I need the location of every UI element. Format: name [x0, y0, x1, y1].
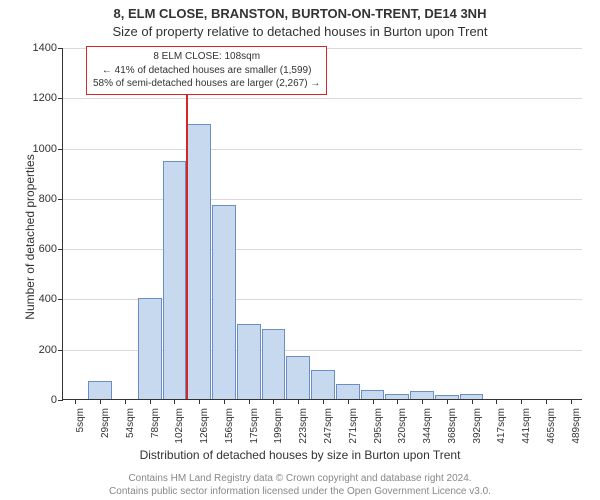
histogram-bar	[286, 356, 310, 399]
x-axis-title: Distribution of detached houses by size …	[0, 448, 600, 462]
y-tick-label: 0	[23, 394, 63, 406]
y-tick-label: 600	[23, 243, 63, 255]
property-marker-line	[186, 48, 188, 399]
footer-attribution: Contains HM Land Registry data © Crown c…	[0, 473, 600, 498]
x-tick-mark	[373, 399, 374, 404]
x-tick-mark	[75, 399, 76, 404]
x-tick-mark	[472, 399, 473, 404]
chart-subtitle: Size of property relative to detached ho…	[0, 24, 600, 39]
x-tick-mark	[546, 399, 547, 404]
x-tick-mark	[100, 399, 101, 404]
footer-line-1: Contains HM Land Registry data © Crown c…	[0, 473, 600, 486]
gridline	[63, 199, 582, 200]
annotation-line-2: ← 41% of detached houses are smaller (1,…	[93, 64, 320, 78]
histogram-bar	[361, 390, 385, 399]
histogram-bar	[311, 370, 335, 399]
x-tick-mark	[422, 399, 423, 404]
x-tick-mark	[521, 399, 522, 404]
x-tick-mark	[125, 399, 126, 404]
chart-title-address: 8, ELM CLOSE, BRANSTON, BURTON-ON-TRENT,…	[0, 6, 600, 21]
histogram-bar	[187, 124, 211, 399]
gridline	[63, 249, 582, 250]
x-tick-mark	[496, 399, 497, 404]
x-tick-mark	[397, 399, 398, 404]
plot-area: 02004006008001000120014005sqm29sqm54sqm7…	[62, 48, 582, 400]
y-tick-label: 1400	[23, 42, 63, 54]
histogram-bar	[88, 381, 112, 399]
x-tick-mark	[447, 399, 448, 404]
x-tick-mark	[174, 399, 175, 404]
x-tick-mark	[249, 399, 250, 404]
annotation-line-3: 58% of semi-detached houses are larger (…	[93, 77, 320, 91]
x-tick-mark	[348, 399, 349, 404]
histogram-bar	[138, 298, 162, 399]
histogram-bar	[336, 384, 360, 399]
x-tick-mark	[298, 399, 299, 404]
x-tick-mark	[150, 399, 151, 404]
y-tick-label: 1200	[23, 92, 63, 104]
footer-line-2: Contains public sector information licen…	[0, 486, 600, 499]
x-tick-mark	[571, 399, 572, 404]
x-tick-mark	[323, 399, 324, 404]
gridline	[63, 98, 582, 99]
histogram-bar	[410, 391, 434, 399]
annotation-line-1: 8 ELM CLOSE: 108sqm	[93, 50, 320, 64]
y-tick-label: 800	[23, 193, 63, 205]
x-tick-mark	[273, 399, 274, 404]
y-tick-label: 200	[23, 344, 63, 356]
y-tick-label: 400	[23, 293, 63, 305]
y-axis-label: Number of detached properties	[23, 127, 37, 347]
histogram-bar	[163, 161, 187, 399]
chart-container: 8, ELM CLOSE, BRANSTON, BURTON-ON-TRENT,…	[0, 0, 600, 500]
gridline	[63, 149, 582, 150]
annotation-box: 8 ELM CLOSE: 108sqm← 41% of detached hou…	[86, 46, 327, 95]
x-tick-mark	[199, 399, 200, 404]
histogram-bar	[212, 205, 236, 399]
histogram-bar	[262, 329, 286, 399]
histogram-bar	[237, 324, 261, 399]
y-tick-label: 1000	[23, 143, 63, 155]
x-tick-mark	[224, 399, 225, 404]
